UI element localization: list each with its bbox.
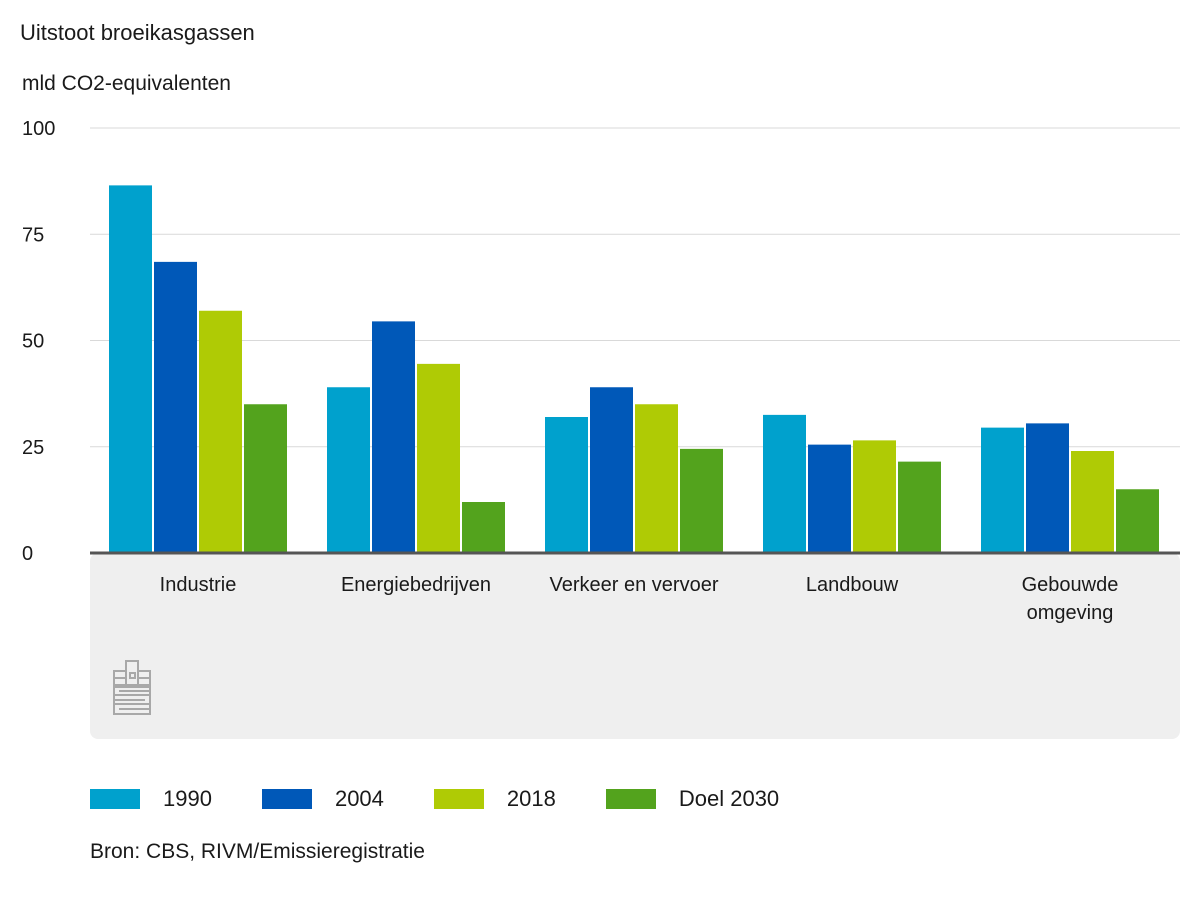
bars — [109, 185, 1159, 553]
legend-label-2018: 2018 — [506, 786, 556, 811]
legend-item-2004: 2004 — [261, 786, 384, 812]
legend-label-1990: 1990 — [163, 786, 212, 811]
bar-1990-3 — [763, 414, 806, 553]
bar-1990-4 — [981, 427, 1024, 553]
legend-item-1990: 1990 — [90, 786, 212, 812]
cbs-logo-icon — [113, 660, 151, 715]
gridlines — [90, 127, 1180, 448]
x-tick-label: Industrie — [160, 574, 237, 596]
y-tick-label: 75 — [22, 224, 44, 246]
bar-2018-2 — [635, 404, 678, 553]
x-axis-labels: Industrie Energiebedrijven Verkeer en verv… — [160, 574, 1119, 624]
y-tick-label: 0 — [22, 543, 33, 565]
bar-doel-2030-3 — [898, 461, 941, 553]
source-note: Bron: CBS, RIVM/Emissieregistratie — [90, 840, 425, 863]
chart-title: Uitstoot broeikasgassen — [20, 20, 255, 45]
legend-label-2004: 2004 — [334, 786, 384, 811]
bar-2018-1 — [417, 363, 460, 553]
legend-swatch-2004 — [261, 789, 312, 809]
bar-2004-0 — [154, 261, 197, 553]
bar-2004-3 — [808, 444, 851, 553]
bar-2004-1 — [372, 321, 415, 553]
legend-swatch-1990 — [90, 789, 140, 809]
bar-doel-2030-1 — [462, 502, 505, 553]
bar-2018-4 — [1071, 451, 1114, 553]
bar-doel-2030-0 — [244, 404, 287, 553]
legend: 1990 2004 2018 Doel 2030 — [90, 786, 829, 812]
bar-doel-2030-4 — [1116, 489, 1159, 553]
bar-2018-0 — [199, 310, 242, 553]
x-tick-label: Gebouwde omgeving — [1022, 574, 1119, 624]
bar-2004-2 — [590, 387, 633, 553]
bar-1990-0 — [109, 185, 152, 553]
y-axis-ticks: 0 25 50 75 100 — [22, 118, 55, 565]
legend-item-doel-2030: Doel 2030 — [605, 786, 780, 812]
y-axis-unit-label: mld CO2-equivalenten — [22, 72, 231, 95]
category-band — [90, 553, 1180, 739]
bar-chart: 0 25 50 75 100 Industrie Energiebedrijven Verk… — [22, 118, 1180, 739]
y-tick-label: 100 — [22, 118, 55, 140]
legend-swatch-2018 — [433, 789, 484, 809]
bar-2018-3 — [853, 440, 896, 553]
x-tick-label: Energiebedrijven — [341, 574, 491, 596]
y-tick-label: 25 — [22, 437, 44, 459]
bar-doel-2030-2 — [680, 448, 723, 553]
bar-1990-1 — [327, 387, 370, 553]
x-tick-label: Verkeer en vervoer — [550, 574, 719, 596]
x-tick-label: Landbouw — [806, 574, 899, 596]
legend-label-doel-2030: Doel 2030 — [678, 786, 780, 811]
bar-1990-2 — [545, 417, 588, 553]
y-tick-label: 50 — [22, 331, 44, 353]
legend-item-2018: 2018 — [433, 786, 556, 812]
legend-swatch-doel-2030 — [605, 789, 656, 809]
bar-2004-4 — [1026, 423, 1069, 553]
